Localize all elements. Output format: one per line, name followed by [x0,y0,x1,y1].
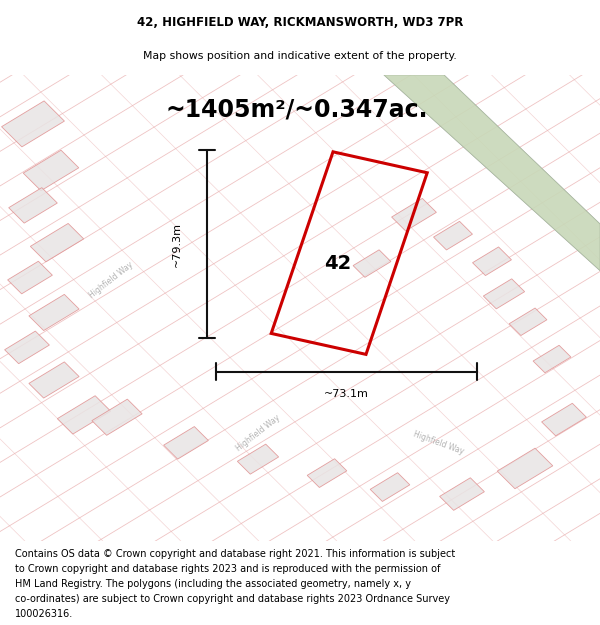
Polygon shape [434,221,472,250]
Polygon shape [31,224,83,262]
Polygon shape [307,459,347,488]
Polygon shape [542,403,586,436]
Polygon shape [8,188,58,223]
Polygon shape [238,444,278,474]
Polygon shape [2,101,64,147]
Polygon shape [473,247,511,276]
Text: HM Land Registry. The polygons (including the associated geometry, namely x, y: HM Land Registry. The polygons (includin… [15,579,411,589]
Polygon shape [29,294,79,331]
Text: Map shows position and indicative extent of the property.: Map shows position and indicative extent… [143,51,457,61]
Text: 100026316.: 100026316. [15,609,73,619]
Text: 42, HIGHFIELD WAY, RICKMANSWORTH, WD3 7PR: 42, HIGHFIELD WAY, RICKMANSWORTH, WD3 7P… [137,16,463,29]
Polygon shape [353,250,391,278]
Text: Contains OS data © Crown copyright and database right 2021. This information is : Contains OS data © Crown copyright and d… [15,549,455,559]
Text: Highfield Way: Highfield Way [87,260,135,300]
Polygon shape [509,308,547,336]
Polygon shape [23,150,79,191]
Polygon shape [484,279,524,309]
Polygon shape [29,362,79,398]
Text: Highfield Way: Highfield Way [412,429,464,456]
Text: ~1405m²/~0.347ac.: ~1405m²/~0.347ac. [166,98,428,122]
Text: to Crown copyright and database rights 2023 and is reproduced with the permissio: to Crown copyright and database rights 2… [15,564,440,574]
Polygon shape [384,75,600,271]
Text: ~73.1m: ~73.1m [325,389,369,399]
Polygon shape [440,478,484,511]
Polygon shape [58,396,110,434]
Polygon shape [370,472,410,501]
Polygon shape [92,399,142,436]
Polygon shape [8,261,52,294]
Polygon shape [533,345,571,372]
Text: co-ordinates) are subject to Crown copyright and database rights 2023 Ordnance S: co-ordinates) are subject to Crown copyr… [15,594,450,604]
Polygon shape [497,448,553,489]
Text: ~79.3m: ~79.3m [172,221,182,266]
Polygon shape [164,426,208,459]
Text: Highfield Way: Highfield Way [234,414,282,453]
Polygon shape [392,198,436,231]
Polygon shape [5,331,49,364]
Text: 42: 42 [323,254,351,273]
